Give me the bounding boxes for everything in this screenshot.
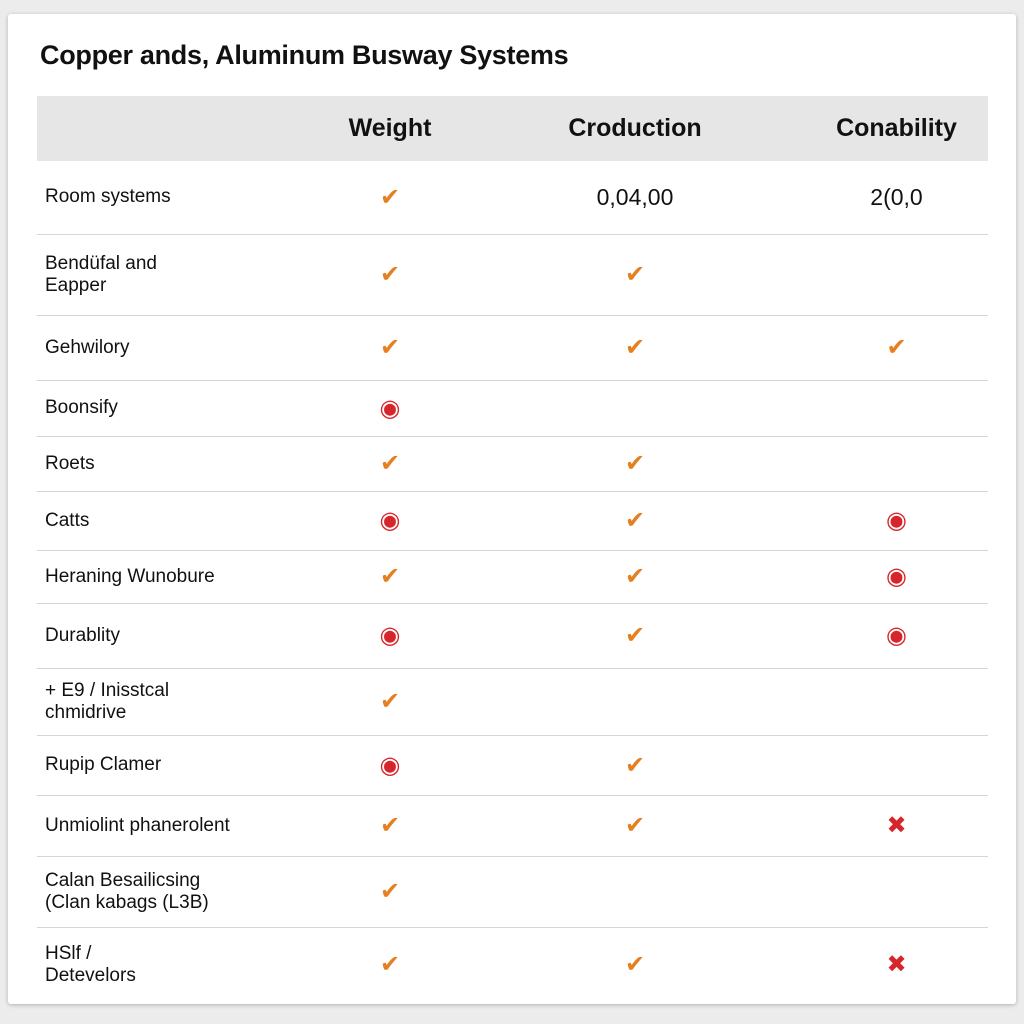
status-icon: ✔ bbox=[465, 550, 805, 604]
table-row: Gehwilory ✔ ✔ ✔ bbox=[37, 315, 988, 381]
status-icon: ✔ bbox=[465, 795, 805, 857]
table-body: Room systems ✔ 0,04,00 2(0,0 Bendüfal and Ea… bbox=[37, 161, 988, 1002]
table-row: + E9 / Inisstcal chmidrive ✔ bbox=[37, 668, 988, 736]
status-icon: ✔ bbox=[315, 234, 465, 316]
table-row: Unmiolint phanerolent ✔ ✔ ✖ bbox=[37, 795, 988, 857]
table-row: HSlf / Detevelors ✔ ✔ ✖ bbox=[37, 927, 988, 1002]
empty-cell bbox=[805, 856, 988, 928]
status-icon: ✔ bbox=[315, 795, 465, 857]
status-icon: ✔ bbox=[315, 550, 465, 604]
status-icon: ◉ bbox=[315, 491, 465, 551]
table-row: Room systems ✔ 0,04,00 2(0,0 bbox=[37, 161, 988, 235]
column-header: Croduction bbox=[465, 96, 805, 161]
row-label: Gehwilory bbox=[37, 315, 315, 381]
status-icon: ✔ bbox=[465, 491, 805, 551]
status-icon: ◉ bbox=[315, 735, 465, 796]
row-label: Heraning Wunobure bbox=[37, 550, 315, 604]
table-row: Roets ✔ ✔ bbox=[37, 436, 988, 492]
title: Copper ands, Aluminum Busway Systems bbox=[40, 40, 569, 70]
status-icon: ✔ bbox=[465, 436, 805, 492]
status-icon: ◉ bbox=[805, 491, 988, 551]
table-row: Bendüfal and Eapper ✔ ✔ bbox=[37, 234, 988, 316]
status-icon: ✔ bbox=[624, 951, 646, 979]
status-icon: ✔ bbox=[315, 856, 465, 928]
empty-cell bbox=[805, 668, 988, 736]
row-label: Room systems bbox=[37, 161, 315, 235]
row-label: Unmiolint phanerolent bbox=[37, 795, 315, 857]
table-row: Boonsify ◉ bbox=[37, 380, 988, 437]
cell-value: 2(0,0 bbox=[805, 161, 988, 235]
status-icon: ✔ bbox=[315, 668, 465, 736]
row-label: Rupip Clamer bbox=[37, 735, 315, 796]
status-icon: ✔ bbox=[465, 234, 805, 316]
table-row: Catts ◉ ✔ ◉ bbox=[37, 491, 988, 551]
comparison-table: Weight Croduction Conability Room systems ✔… bbox=[37, 96, 988, 1002]
status-icon: ◉ bbox=[315, 380, 465, 437]
row-label: Boonsify bbox=[37, 380, 315, 437]
row-label: Durablity bbox=[37, 603, 315, 669]
status-icon: ✔ bbox=[465, 735, 805, 796]
status-icon: ✔ bbox=[465, 315, 805, 381]
card: Copper ands, Aluminum Busway Systems Wei… bbox=[8, 14, 1016, 1004]
status-icon: ✖ bbox=[886, 951, 907, 979]
status-icon: ✔ bbox=[379, 951, 401, 979]
empty-cell bbox=[805, 380, 988, 437]
column-header: Weight bbox=[315, 96, 465, 161]
empty-cell bbox=[805, 234, 988, 316]
empty-cell bbox=[805, 735, 988, 796]
status-icon: ✖ bbox=[805, 795, 988, 857]
table-row: Calan Besailicsing (Clan kabags (L3B) ✔ bbox=[37, 856, 988, 928]
status-icon: ✔ bbox=[315, 436, 465, 492]
table-row: Rupip Clamer ◉ ✔ bbox=[37, 735, 988, 796]
status-icon: ◉ bbox=[315, 603, 465, 669]
row-label: Roets bbox=[37, 436, 315, 492]
row-label: + E9 / Inisstcal chmidrive bbox=[37, 668, 315, 736]
status-icon: ✔ bbox=[315, 315, 465, 381]
row-label: HSlf / Detevelors bbox=[45, 942, 136, 986]
table-row: Heraning Wunobure ✔ ✔ ◉ bbox=[37, 550, 988, 604]
empty-cell bbox=[465, 380, 805, 437]
row-label: Catts bbox=[37, 491, 315, 551]
cell-value: 0,04,00 bbox=[465, 161, 805, 235]
status-icon: ✔ bbox=[805, 315, 988, 381]
table-row: Durablity ◉ ✔ ◉ bbox=[37, 603, 988, 669]
status-icon: ◉ bbox=[805, 550, 988, 604]
column-header: Conability bbox=[805, 96, 988, 161]
header-row: Weight Croduction Conability bbox=[37, 96, 988, 161]
status-icon: ✔ bbox=[315, 161, 465, 235]
empty-cell bbox=[805, 436, 988, 492]
header-cell bbox=[37, 96, 315, 161]
empty-cell bbox=[465, 668, 805, 736]
status-icon: ◉ bbox=[805, 603, 988, 669]
status-icon: ✔ bbox=[465, 603, 805, 669]
row-label: Bendüfal and Eapper bbox=[37, 234, 315, 316]
row-label: Calan Besailicsing (Clan kabags (L3B) bbox=[37, 856, 315, 928]
empty-cell bbox=[465, 856, 805, 928]
